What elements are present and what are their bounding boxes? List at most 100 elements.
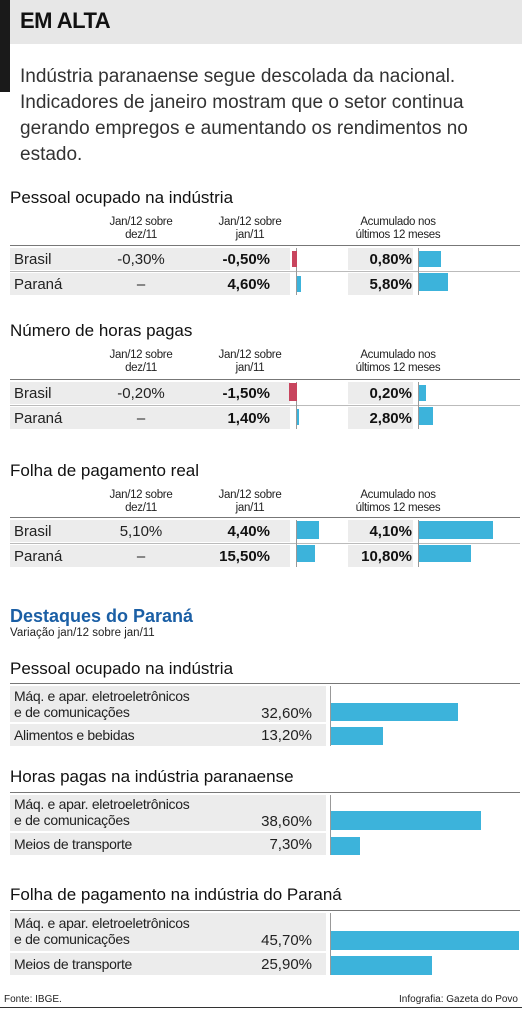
table-2-row-1-c3: 0,20%	[369, 385, 412, 402]
destaque-2-row-1-label-2: e de comunicações	[14, 812, 130, 828]
destaque-3-row-1-label-2: e de comunicações	[14, 931, 130, 947]
table-1-row-1-c3: 0,80%	[369, 251, 412, 268]
table-1-bar-brasil-c3	[419, 251, 441, 267]
destaques-subtitle: Variação jan/12 sobre jan/11	[10, 627, 155, 639]
table-3-bar-brasil-c3	[419, 521, 493, 539]
table-1-bar-parana-c3	[419, 273, 448, 291]
destaque-2-row-2-bg	[10, 833, 326, 855]
table-1-top-rule	[10, 245, 520, 246]
table-2-colhead-c3: Acumulado nos últimos 12 meses	[355, 349, 441, 374]
table-3-bar-parana-c3	[419, 545, 471, 562]
table-1-colhead-c3: Acumulado nos últimos 12 meses	[355, 216, 441, 241]
table-2-row-1-bg-c3	[348, 382, 413, 404]
table-2-row-2-c1: –	[136, 410, 146, 427]
table-2-row-2-bg-c3	[348, 407, 413, 429]
table-3-bar-brasil-c2	[297, 521, 319, 539]
table-3-row-2-c2: 15,50%	[219, 548, 270, 565]
destaque-3-axis	[330, 913, 331, 975]
table-1-row-1-c1: -0,30%	[117, 251, 165, 268]
table-2-axis-c2	[296, 382, 297, 429]
destaque-2-row-1-value: 38,60%	[261, 813, 312, 830]
table-1-row-2-bg-c3	[348, 273, 413, 295]
destaque-2-row-2-label-1: Meios de transporte	[14, 836, 133, 852]
destaque-3-top-rule	[10, 910, 520, 911]
table-2-bar-parana-c3	[419, 407, 433, 425]
table-3-row-1-bg	[10, 520, 290, 542]
table-1-axis-c2	[296, 248, 297, 295]
destaque-1-title: Pessoal ocupado na indústria	[10, 659, 234, 678]
table-3-colhead-c1: Jan/12 sobre dez/11	[109, 489, 173, 514]
destaque-1-top-rule	[10, 683, 520, 684]
table-2-row-1-c2: -1,50%	[222, 385, 270, 402]
table-3-axis-c3	[418, 520, 419, 567]
table-2-mid-rule	[10, 405, 520, 406]
destaque-1-row-2-value: 13,20%	[261, 727, 312, 744]
table-1-row-2-c1: –	[136, 276, 146, 293]
table-1-bar-brasil-c2	[292, 251, 297, 267]
destaque-1-bar-2	[331, 727, 383, 745]
table-2-title: Número de horas pagas	[10, 321, 193, 340]
table-3-row-2-label: Paraná	[14, 548, 63, 565]
destaque-3-title: Folha de pagamento na indústria do Paran…	[10, 885, 342, 904]
destaque-1-row-1-bg	[10, 686, 326, 722]
table-2-row-2-bg	[10, 407, 290, 429]
destaque-1-row-1-value: 32,60%	[261, 705, 312, 722]
destaque-1-row-2-bg	[10, 724, 326, 746]
destaque-2-title: Horas pagas na indústria paranaense	[10, 767, 294, 786]
table-3-row-1-c1: 5,10%	[119, 523, 163, 540]
destaque-2-row-1-bg	[10, 795, 326, 831]
table-2-row-1-c1: -0,20%	[117, 385, 165, 402]
table-2-bar-brasil-c2	[289, 383, 297, 401]
destaque-3-row-2-label-1: Meios de transporte	[14, 956, 133, 972]
destaque-3-row-2-bg	[10, 953, 326, 975]
table-3-colhead-c2: Jan/12 sobre jan/11	[218, 489, 282, 514]
table-1-row-1-c2: -0,50%	[222, 251, 270, 268]
table-2-top-rule	[10, 379, 520, 380]
destaque-2-bar-1	[331, 811, 481, 830]
table-1-title: Pessoal ocupado na indústria	[10, 188, 234, 207]
table-2-bar-brasil-c3	[419, 385, 426, 401]
destaque-2-top-rule	[10, 792, 520, 793]
table-3-row-2-bg-c3	[348, 545, 413, 567]
table-2-row-1-label: Brasil	[14, 385, 52, 402]
destaque-2-row-1-label-1: Máq. e apar. eletroeletrônicos	[14, 796, 190, 812]
table-3-row-1-label: Brasil	[14, 523, 52, 540]
destaque-1-row-1-label-1: Máq. e apar. eletroeletrônicos	[14, 688, 190, 704]
table-3-colhead-c3: Acumulado nos últimos 12 meses	[355, 489, 441, 514]
destaque-1-row-2-label-1: Alimentos e bebidas	[14, 727, 135, 743]
destaques-title: Destaques do Paraná	[10, 606, 194, 626]
table-2-axis-c3	[418, 382, 419, 429]
page-title: EM ALTA	[20, 8, 111, 33]
footer-rule	[0, 1007, 522, 1008]
destaque-2-bar-2	[331, 837, 360, 855]
destaque-3-row-2-value: 25,90%	[261, 956, 312, 973]
destaque-3-row-1-bg	[10, 913, 326, 951]
table-2-row-1-bg	[10, 382, 290, 404]
destaque-1-bar-1	[331, 703, 458, 721]
table-3-top-rule	[10, 517, 520, 518]
table-1-row-1-label: Brasil	[14, 251, 52, 268]
table-3-row-1-c2: 4,40%	[227, 523, 270, 540]
destaque-1-axis	[330, 686, 331, 746]
header-band	[0, 0, 522, 44]
table-3-row-2-c3: 10,80%	[361, 548, 412, 565]
table-1-bar-parana-c2	[297, 276, 301, 292]
footer-source: Fonte: IBGE.	[4, 994, 62, 1005]
table-3-mid-rule	[10, 543, 520, 544]
table-1-row-2-c2: 4,60%	[227, 276, 270, 293]
table-3-title: Folha de pagamento real	[10, 461, 200, 480]
table-2-row-2-c3: 2,80%	[369, 410, 412, 427]
table-3-row-2-c1: –	[136, 548, 146, 565]
table-1-axis-c3	[418, 248, 419, 295]
table-1-row-2-label: Paraná	[14, 276, 63, 293]
table-3-axis-c2	[296, 520, 297, 567]
table-1-row-2-c3: 5,80%	[369, 276, 412, 293]
intro-text: Indústria paranaense segue descolada da …	[20, 66, 468, 165]
destaque-1-row-1-label-2: e de comunicações	[14, 704, 130, 720]
table-2-colhead-c2: Jan/12 sobre jan/11	[218, 349, 282, 374]
table-3-row-1-c3: 4,10%	[369, 523, 412, 540]
table-1-colhead-c1: Jan/12 sobre dez/11	[109, 216, 173, 241]
destaque-3-bar-1	[331, 931, 519, 950]
table-3-row-2-bg	[10, 545, 290, 567]
header-accent-bar	[0, 0, 10, 92]
